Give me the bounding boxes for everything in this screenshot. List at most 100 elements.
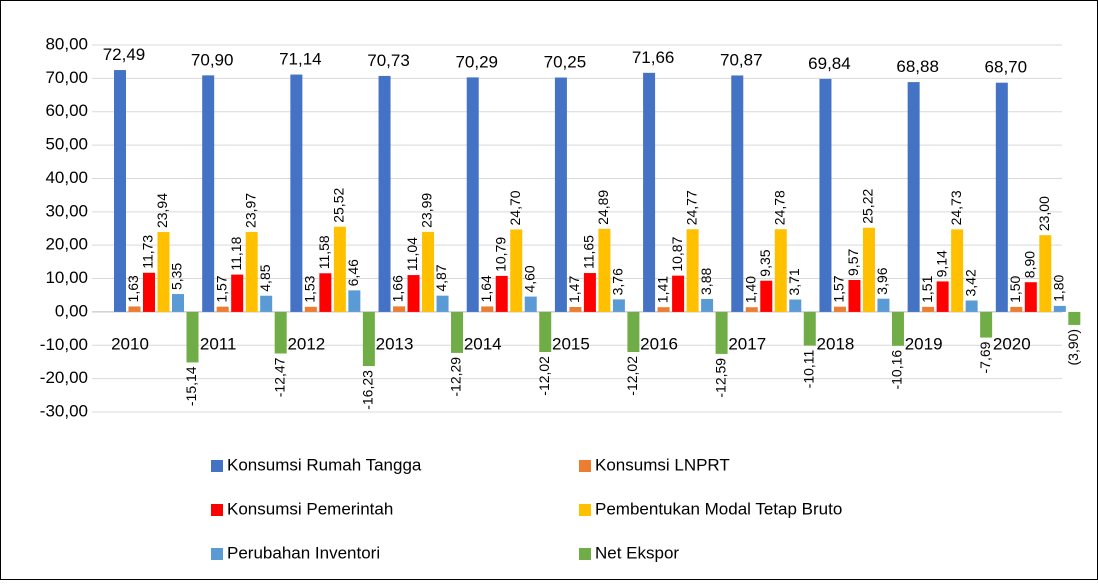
legend-label: Perubahan Inventori [227,543,380,562]
data-label: -12,59 [712,358,728,398]
bar [612,299,625,312]
bar [965,300,978,312]
x-tick-label: 2015 [552,334,590,353]
bar [760,280,773,312]
data-label: 69,84 [808,54,851,73]
bar [466,77,479,312]
bar [510,229,523,312]
data-label: 11,65 [581,235,597,269]
bar [1024,282,1037,312]
legend-label: Konsumsi Rumah Tangga [227,455,422,474]
data-label: 1,57 [831,275,847,302]
data-label: 70,29 [455,52,498,71]
x-tick-label: 2016 [640,334,678,353]
data-label: 11,73 [140,235,156,269]
x-tick-label: 2013 [376,334,414,353]
legend-swatch [579,460,591,472]
data-label: 9,57 [845,249,861,276]
data-label: 70,25 [544,53,587,72]
bar [936,281,949,312]
legend-swatch [211,504,223,516]
x-tick-label: 2020 [993,334,1031,353]
bar [715,311,728,354]
data-label: 3,76 [610,268,626,295]
y-tick-label: 20,00 [45,235,88,254]
bar [862,227,875,312]
bar [231,274,244,312]
bar [583,273,596,312]
data-label: 1,41 [654,276,670,303]
bar [157,232,170,312]
legend-swatch [211,460,223,472]
bar [290,74,303,312]
bar [393,306,406,312]
legend-label: Konsumsi Pemerintah [227,499,393,518]
data-label: 1,50 [1007,275,1023,302]
bar [598,228,611,312]
data-label: 23,99 [419,193,435,228]
bar [731,75,744,312]
bar [274,311,287,354]
data-label: 3,42 [962,269,978,296]
y-tick-label: 10,00 [45,268,88,287]
data-label: 71,66 [632,48,675,67]
data-label: 1,53 [302,275,318,302]
data-label: 11,18 [228,236,244,270]
y-tick-label: 40,00 [45,168,88,187]
data-label: 11,58 [316,235,332,269]
bar [745,307,758,312]
bar [907,82,920,312]
y-tick-label: 60,00 [45,101,88,120]
data-label: -12,29 [448,357,464,397]
bar [202,75,215,312]
data-label: -12,02 [536,356,552,396]
legend-swatch [579,504,591,516]
data-label: 10,87 [669,236,685,271]
data-label: 24,89 [595,190,611,225]
bar [980,311,993,338]
data-label: 1,80 [1051,274,1067,301]
data-label: 11,04 [404,237,420,271]
data-label: 68,70 [985,58,1028,77]
bar [701,298,714,312]
data-label: 1,57 [213,275,229,302]
data-label: 25,52 [331,188,347,223]
bar [891,311,904,346]
bar [319,273,332,312]
data-label: 5,35 [169,263,185,290]
bar [481,306,494,312]
bar [348,290,361,312]
bar [803,311,816,346]
y-tick-label: 50,00 [45,135,88,154]
data-label: 6,46 [345,259,361,286]
y-tick-label: -20,00 [40,368,88,387]
x-tick-label: 2012 [287,334,325,353]
data-label: 1,66 [390,275,406,302]
bar [1068,311,1081,325]
bar [877,298,890,312]
data-label: 4,87 [433,264,449,291]
data-label: 3,71 [786,268,802,295]
data-label: 24,77 [683,190,699,225]
data-label: 23,97 [242,193,258,228]
bar [186,311,199,363]
data-label: 3,88 [698,268,714,295]
x-tick-label: 2019 [905,334,943,353]
data-label: 23,94 [154,193,170,228]
data-label: 1,64 [478,275,494,302]
x-tick-label: 2018 [817,334,855,353]
bar [569,307,582,312]
data-label: 70,90 [191,50,234,69]
legend-label: Net Ekspor [595,543,679,562]
bar [260,295,273,312]
x-tick-label: 2014 [464,334,502,353]
bar [114,70,126,312]
bar [172,294,184,312]
data-label: -12,47 [271,357,287,397]
bar [643,72,656,312]
bar [436,295,449,312]
data-label: 72,49 [103,45,146,64]
data-label: 23,00 [1036,196,1052,231]
data-label: -10,11 [800,349,816,388]
